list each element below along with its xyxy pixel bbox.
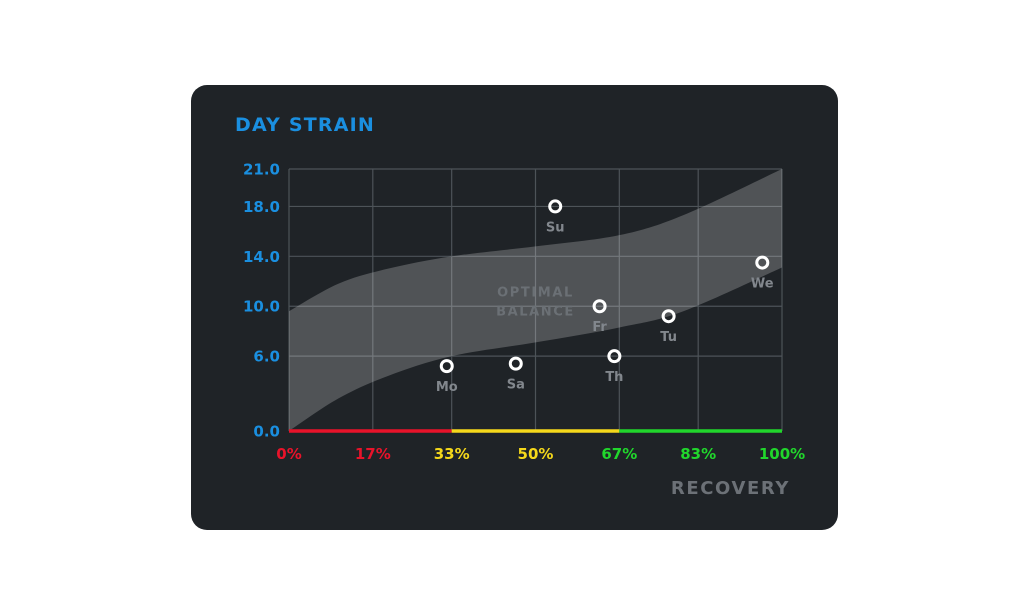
data-point — [661, 309, 676, 324]
band-label-line: OPTIMAL — [497, 285, 574, 300]
chart-title: DAY STRAIN — [235, 114, 375, 136]
optimal-balance-band — [289, 169, 782, 431]
data-point — [508, 356, 523, 371]
x-tick-label: 67% — [601, 445, 637, 463]
y-tick-label: 18.0 — [243, 198, 280, 216]
data-point-label: Th — [605, 370, 623, 385]
data-point — [548, 199, 563, 214]
x-tick-label: 17% — [355, 445, 391, 463]
data-point — [607, 349, 622, 364]
y-tick-label: 14.0 — [243, 248, 280, 266]
data-point — [592, 299, 607, 314]
band-label-line: BALANCE — [496, 304, 575, 319]
data-point-label: Mo — [436, 380, 458, 395]
data-point — [755, 255, 770, 270]
x-tick-label: 100% — [759, 445, 805, 463]
data-point-label: Su — [546, 220, 565, 235]
x-tick-label: 33% — [434, 445, 470, 463]
x-tick-label: 50% — [518, 445, 554, 463]
x-tick-label: 83% — [680, 445, 716, 463]
data-point-label: Sa — [507, 378, 525, 393]
data-point — [439, 359, 454, 374]
data-point-label: Tu — [660, 330, 677, 345]
data-point-label: We — [751, 277, 774, 292]
y-tick-label: 0.0 — [253, 423, 280, 441]
y-tick-label: 10.0 — [243, 298, 280, 316]
strain-recovery-chart: OPTIMAL BALANCE 0.0 6.0 10.0 14.0 18.0 21.0 0% 17… — [243, 161, 805, 464]
band-label: OPTIMAL BALANCE — [496, 285, 575, 319]
data-point-label: Fr — [592, 320, 607, 335]
x-axis-title: RECOVERY — [670, 478, 790, 499]
y-tick-label: 21.0 — [243, 161, 280, 179]
x-tick-label: 0% — [276, 445, 301, 463]
strain-recovery-card: DAY STRAIN RECOVERY OPTIMAL BALANCE 0.0 6.0… — [191, 85, 838, 530]
y-tick-label: 6.0 — [253, 348, 280, 366]
